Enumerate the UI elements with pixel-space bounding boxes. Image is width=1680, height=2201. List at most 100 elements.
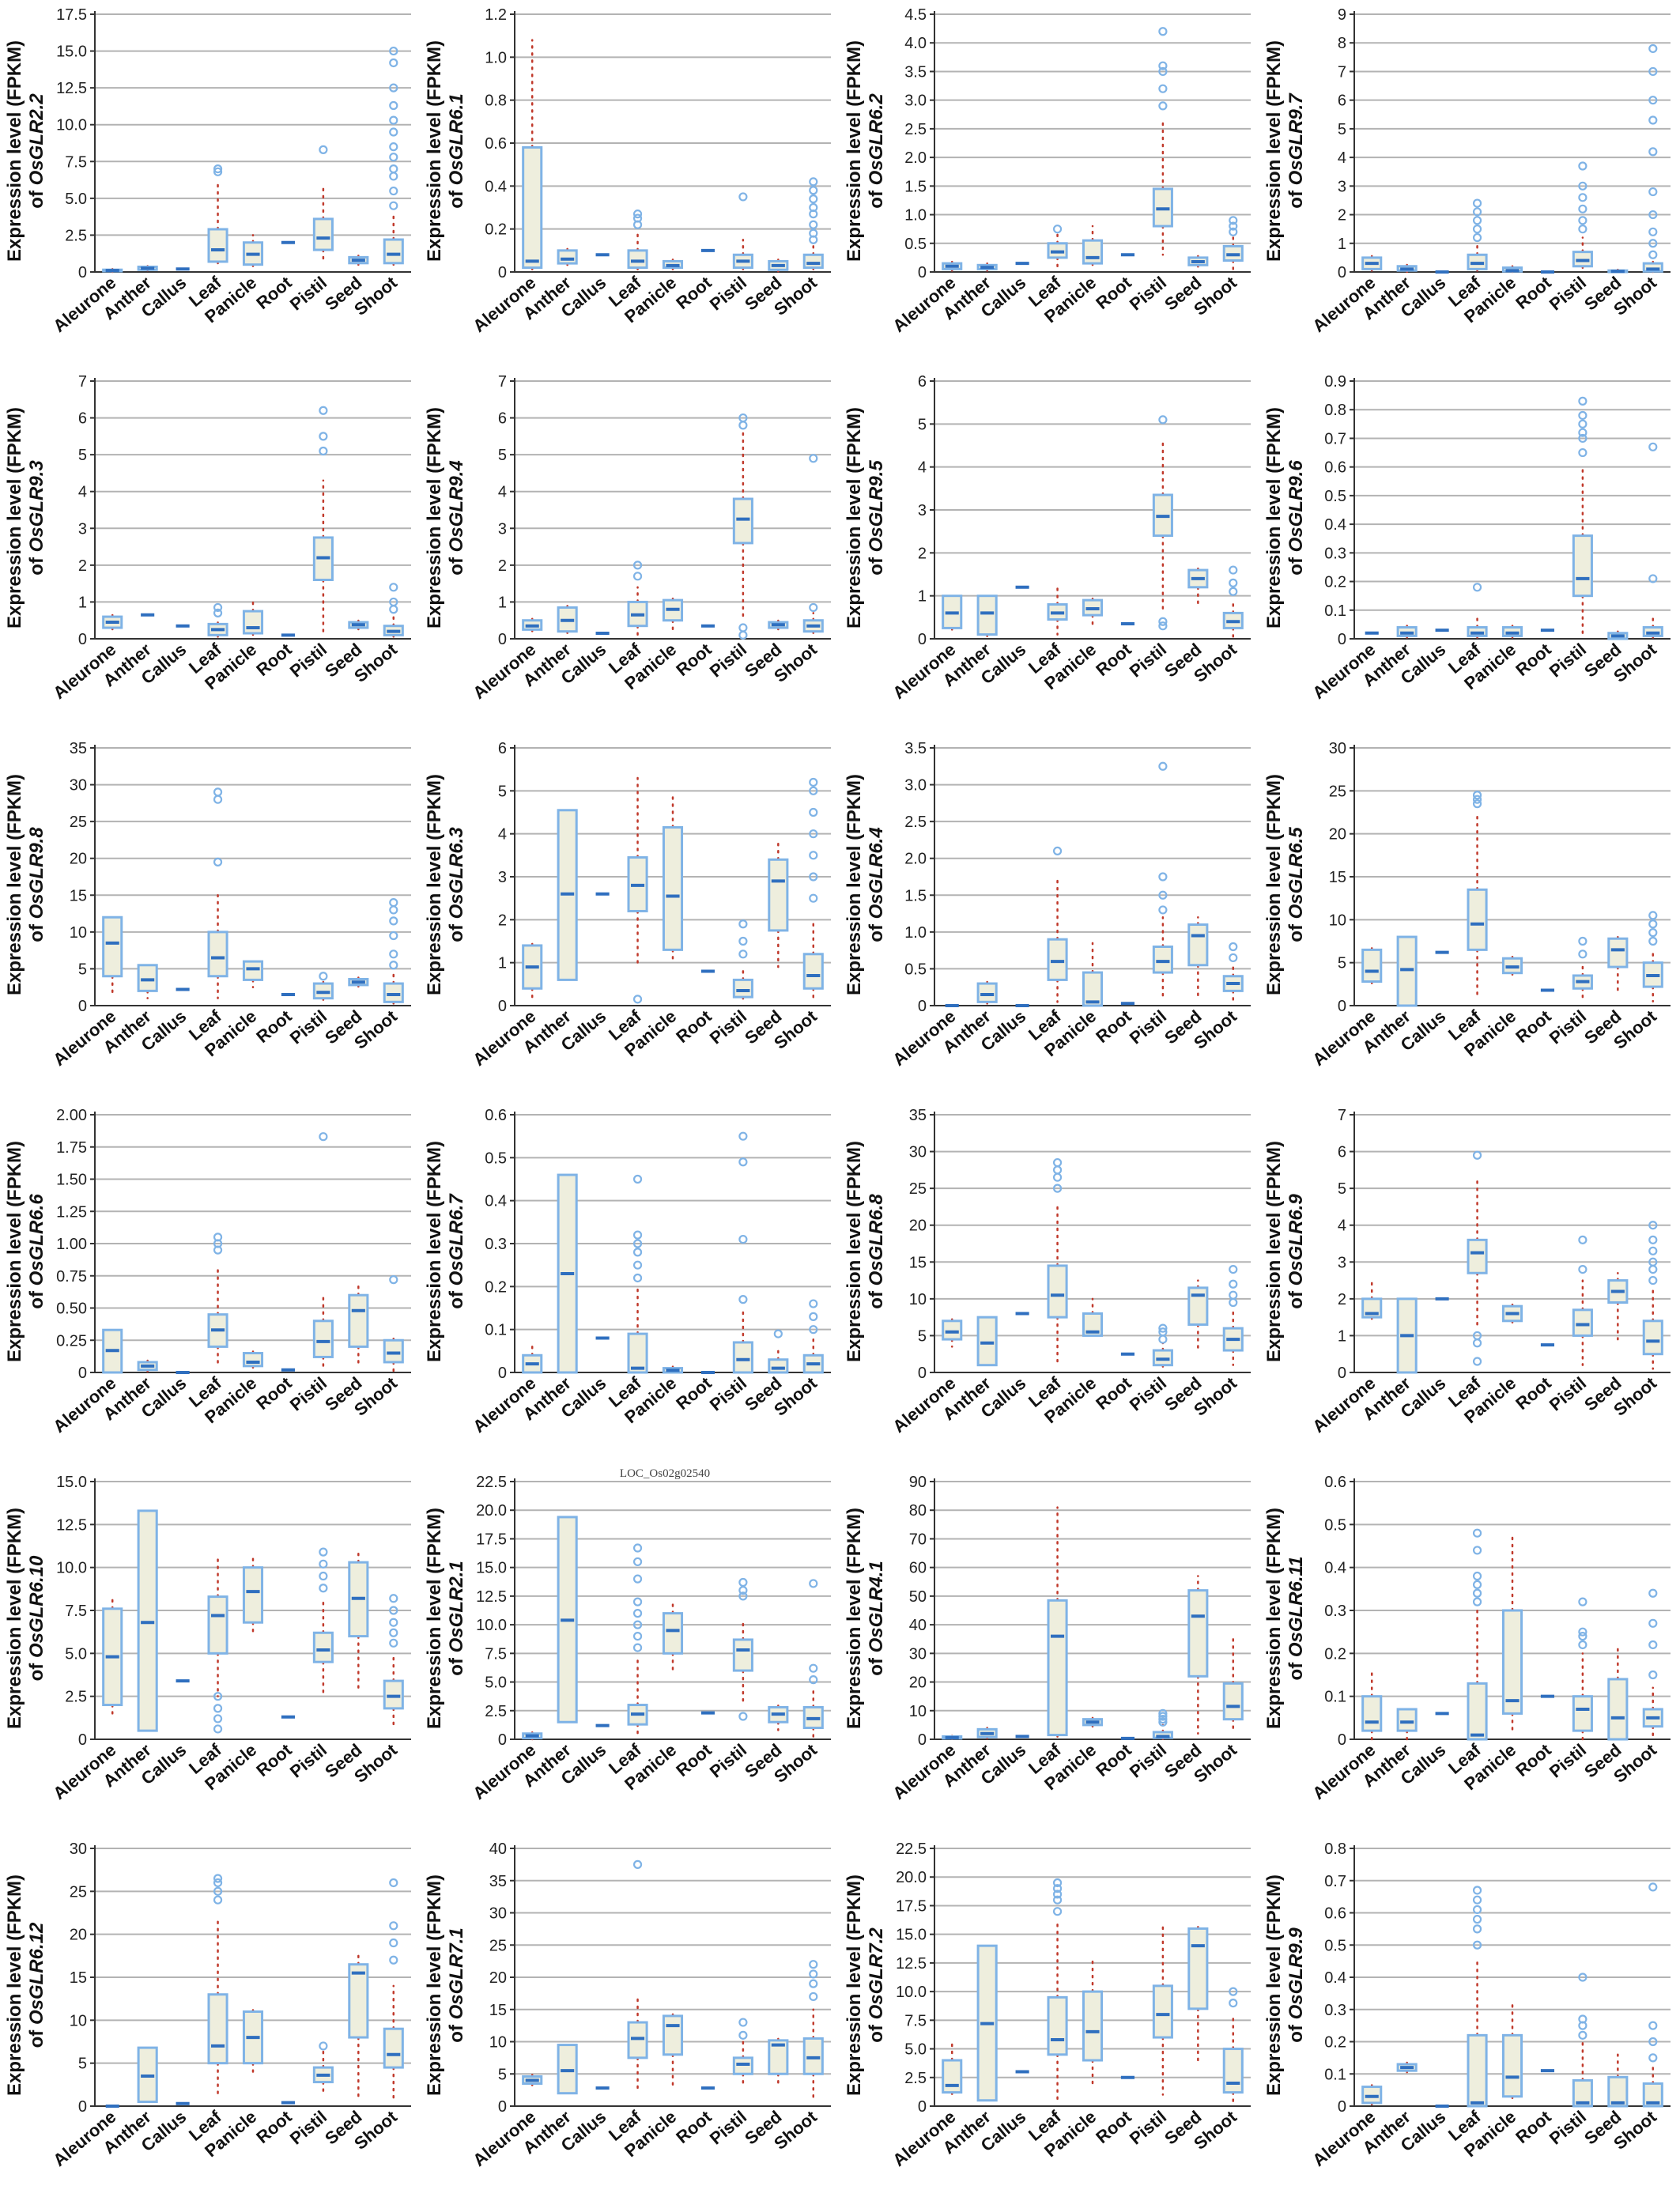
outlier-point xyxy=(738,413,748,423)
y-tick-label: 0 xyxy=(1338,1365,1346,1382)
outlier-point xyxy=(738,421,748,430)
box-group xyxy=(1607,629,1629,640)
box xyxy=(312,217,334,251)
box xyxy=(137,1509,158,1732)
x-category-label: Pistil xyxy=(1126,1373,1170,1415)
outlier-point xyxy=(1229,1279,1238,1289)
outlier-point xyxy=(809,1312,818,1321)
y-axis-label: Expression level (FPKM) xyxy=(424,1508,445,1729)
box xyxy=(1047,938,1068,981)
y-axis-label: Expression level (FPKM) xyxy=(424,1874,445,2096)
y-tick-label: 22.5 xyxy=(896,1840,927,1858)
box-group xyxy=(102,916,123,996)
box-group xyxy=(522,39,543,274)
y-axis-gene-label: of OsGLR6.5 xyxy=(1285,827,1307,942)
outlier-point xyxy=(1052,1895,1063,1905)
y-tick-label: 12.5 xyxy=(896,1955,927,1973)
y-tick-label: 0 xyxy=(918,1731,927,1749)
y-tick-label: 17.5 xyxy=(56,6,87,24)
y-tick-label: 0 xyxy=(918,2098,927,2116)
outlier-point xyxy=(1158,84,1168,93)
y-tick-label: 60 xyxy=(909,1560,927,1577)
box xyxy=(1467,1238,1488,1274)
x-category-label: Pistil xyxy=(1546,2107,1590,2149)
y-tick-label: 15 xyxy=(70,887,87,904)
x-category-label: Root xyxy=(1512,1739,1555,1780)
outlier-point xyxy=(1648,1670,1658,1680)
y-tick-label: 0.5 xyxy=(904,236,927,253)
box-group xyxy=(242,234,264,270)
box-group xyxy=(522,1346,543,1374)
y-tick-label: 0.50 xyxy=(56,1301,87,1318)
y-tick-label: 1.00 xyxy=(56,1236,87,1253)
outlier-point xyxy=(389,916,398,926)
box-group xyxy=(942,1735,963,1740)
box-group xyxy=(1396,263,1418,274)
box xyxy=(768,858,789,932)
x-category-label: Pistil xyxy=(286,1373,330,1415)
box xyxy=(627,2021,648,2059)
box-group xyxy=(1642,1882,1663,2108)
y-tick-label: 2 xyxy=(918,545,927,562)
box-group xyxy=(1572,1973,1593,2108)
y-tick-label: 2.0 xyxy=(904,851,927,868)
box-group xyxy=(1642,1588,1663,1741)
y-tick-label: 5 xyxy=(918,416,927,433)
boxplot-panel: 0 1 2 3 4 5 6 7 Expression level (FPKM) of OsGLR6… xyxy=(1263,1107,1671,1437)
y-tick-label: 0 xyxy=(1338,998,1346,1015)
y-axis-gene-label: of OsGLR6.1 xyxy=(446,93,467,208)
box xyxy=(662,2014,684,2056)
outlier-point xyxy=(389,142,398,152)
y-tick-label: 5 xyxy=(918,1327,927,1345)
outlier-point xyxy=(809,1979,818,1988)
y-tick-label: 2 xyxy=(1338,1291,1346,1308)
y-tick-label: 70 xyxy=(909,1531,927,1548)
box xyxy=(732,1638,753,1672)
y-tick-label: 5.0 xyxy=(485,1674,507,1692)
y-tick-label: 7.5 xyxy=(485,1645,507,1663)
y-axis-label: Expression level (FPKM) xyxy=(844,1141,865,1362)
y-axis-label: Expression level (FPKM) xyxy=(1263,407,1285,629)
outlier-point xyxy=(319,432,328,441)
box-group xyxy=(1222,1987,1244,2105)
box-group xyxy=(1607,931,1629,994)
box xyxy=(802,953,824,990)
outlier-point xyxy=(389,949,398,959)
outlier-point xyxy=(389,1594,398,1603)
box-group xyxy=(348,975,369,992)
y-tick-label: 10 xyxy=(70,2012,87,2029)
outlier-point xyxy=(773,1329,783,1338)
box-group xyxy=(348,1283,369,1368)
y-tick-label: 0.2 xyxy=(1324,2034,1346,2052)
box-group xyxy=(768,1700,789,1731)
box-group xyxy=(732,192,753,274)
outlier-point xyxy=(1158,1323,1168,1333)
box-group xyxy=(1642,1221,1663,1370)
outlier-point xyxy=(319,145,328,154)
box-group xyxy=(1467,583,1488,640)
box-group xyxy=(802,454,824,638)
x-category-label: Pistil xyxy=(286,1740,330,1782)
box-group xyxy=(1187,251,1209,270)
x-category-label: Root xyxy=(672,639,715,680)
outlier-point xyxy=(213,1724,223,1734)
y-axis-gene-label: of OsGLR2.1 xyxy=(446,1561,467,1675)
y-tick-label: 40 xyxy=(489,1840,507,1858)
box-group xyxy=(1187,1921,1209,2062)
outlier-point xyxy=(1158,617,1168,626)
y-tick-label: 6 xyxy=(918,373,927,391)
y-axis-gene-label: of OsGLR6.3 xyxy=(446,827,467,942)
outlier-point xyxy=(1578,949,1588,959)
outlier-point xyxy=(389,46,398,56)
y-tick-label: 1 xyxy=(918,588,927,606)
y-tick-label: 7 xyxy=(498,373,507,391)
y-axis-label: Expression level (FPKM) xyxy=(4,1508,25,1729)
x-category-label: Root xyxy=(1092,2106,1135,2147)
outlier-point xyxy=(632,1543,643,1553)
y-axis-label: Expression level (FPKM) xyxy=(4,774,25,995)
y-tick-label: 1.5 xyxy=(904,887,927,904)
outlier-point xyxy=(809,1675,818,1685)
outlier-point xyxy=(1578,161,1588,171)
outlier-point xyxy=(1229,216,1238,225)
box xyxy=(1642,2082,1663,2108)
